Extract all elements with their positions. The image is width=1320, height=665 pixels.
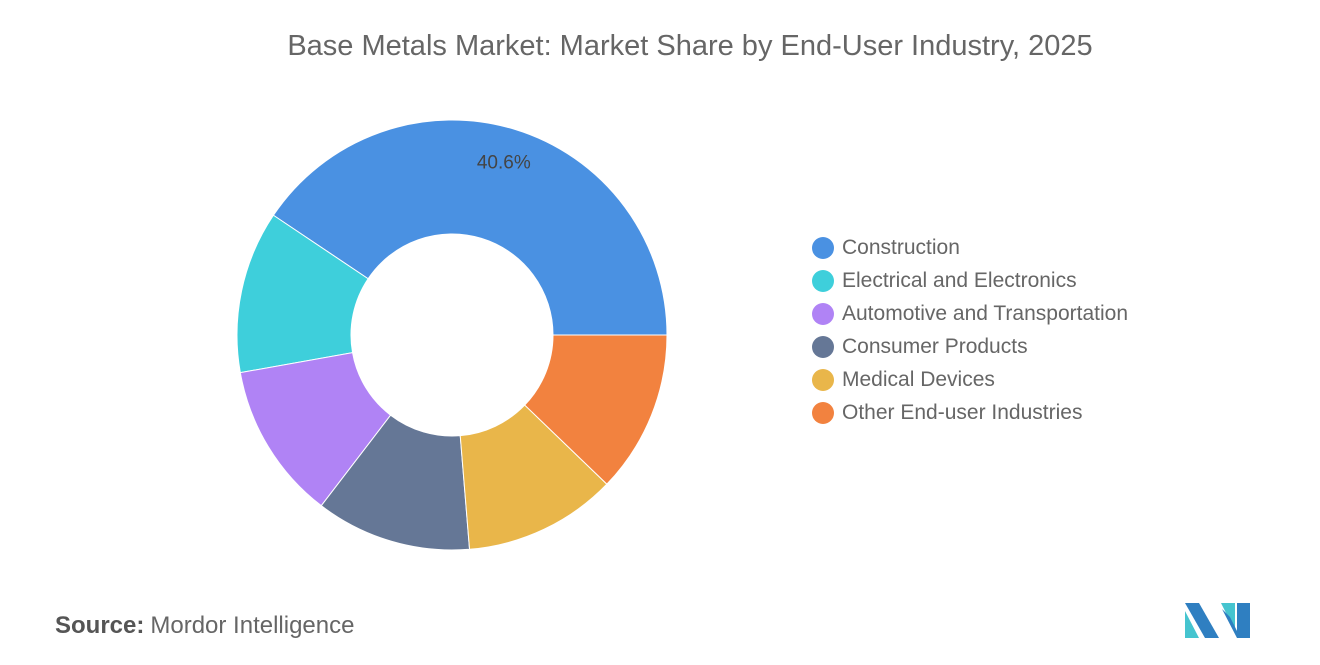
source-label: Source: <box>55 612 145 639</box>
legend-swatch <box>812 368 834 391</box>
legend-item: Medical Devices <box>812 363 1128 396</box>
slice-other-end-user-industries <box>524 334 668 485</box>
legend-swatch <box>812 236 834 259</box>
legend-label: Electrical and Electronics <box>842 268 1077 292</box>
legend-item: Construction <box>812 231 1128 264</box>
slice-automotive-and-transportation <box>239 352 392 507</box>
legend-label: Construction <box>842 235 960 259</box>
legend-swatch <box>812 269 834 292</box>
legend-label: Medical Devices <box>842 367 995 391</box>
legend-item: Automotive and Transportation <box>812 297 1128 330</box>
source-note: Source: Mordor Intelligence <box>55 612 354 640</box>
chart-title: Base Metals Market: Market Share by End-… <box>287 30 1093 62</box>
legend-swatch <box>812 335 834 358</box>
legend-swatch <box>812 401 834 424</box>
legend: Construction Electrical and Electronics Au… <box>812 231 1128 429</box>
legend-swatch <box>812 302 834 325</box>
legend-item: Consumer Products <box>812 330 1128 363</box>
legend-label: Other End-user Industries <box>842 400 1083 424</box>
legend-item: Electrical and Electronics <box>812 264 1128 297</box>
donut-chart: 40.6% <box>236 119 668 551</box>
legend-item: Other End-user Industries <box>812 396 1128 429</box>
source-text: Mordor Intelligence <box>150 612 355 639</box>
mordor-logo <box>1185 603 1250 638</box>
legend-label: Automotive and Transportation <box>842 301 1129 325</box>
legend-label: Consumer Products <box>842 334 1028 358</box>
slice-construction <box>272 119 668 336</box>
data-label: 40.6% <box>477 153 531 174</box>
